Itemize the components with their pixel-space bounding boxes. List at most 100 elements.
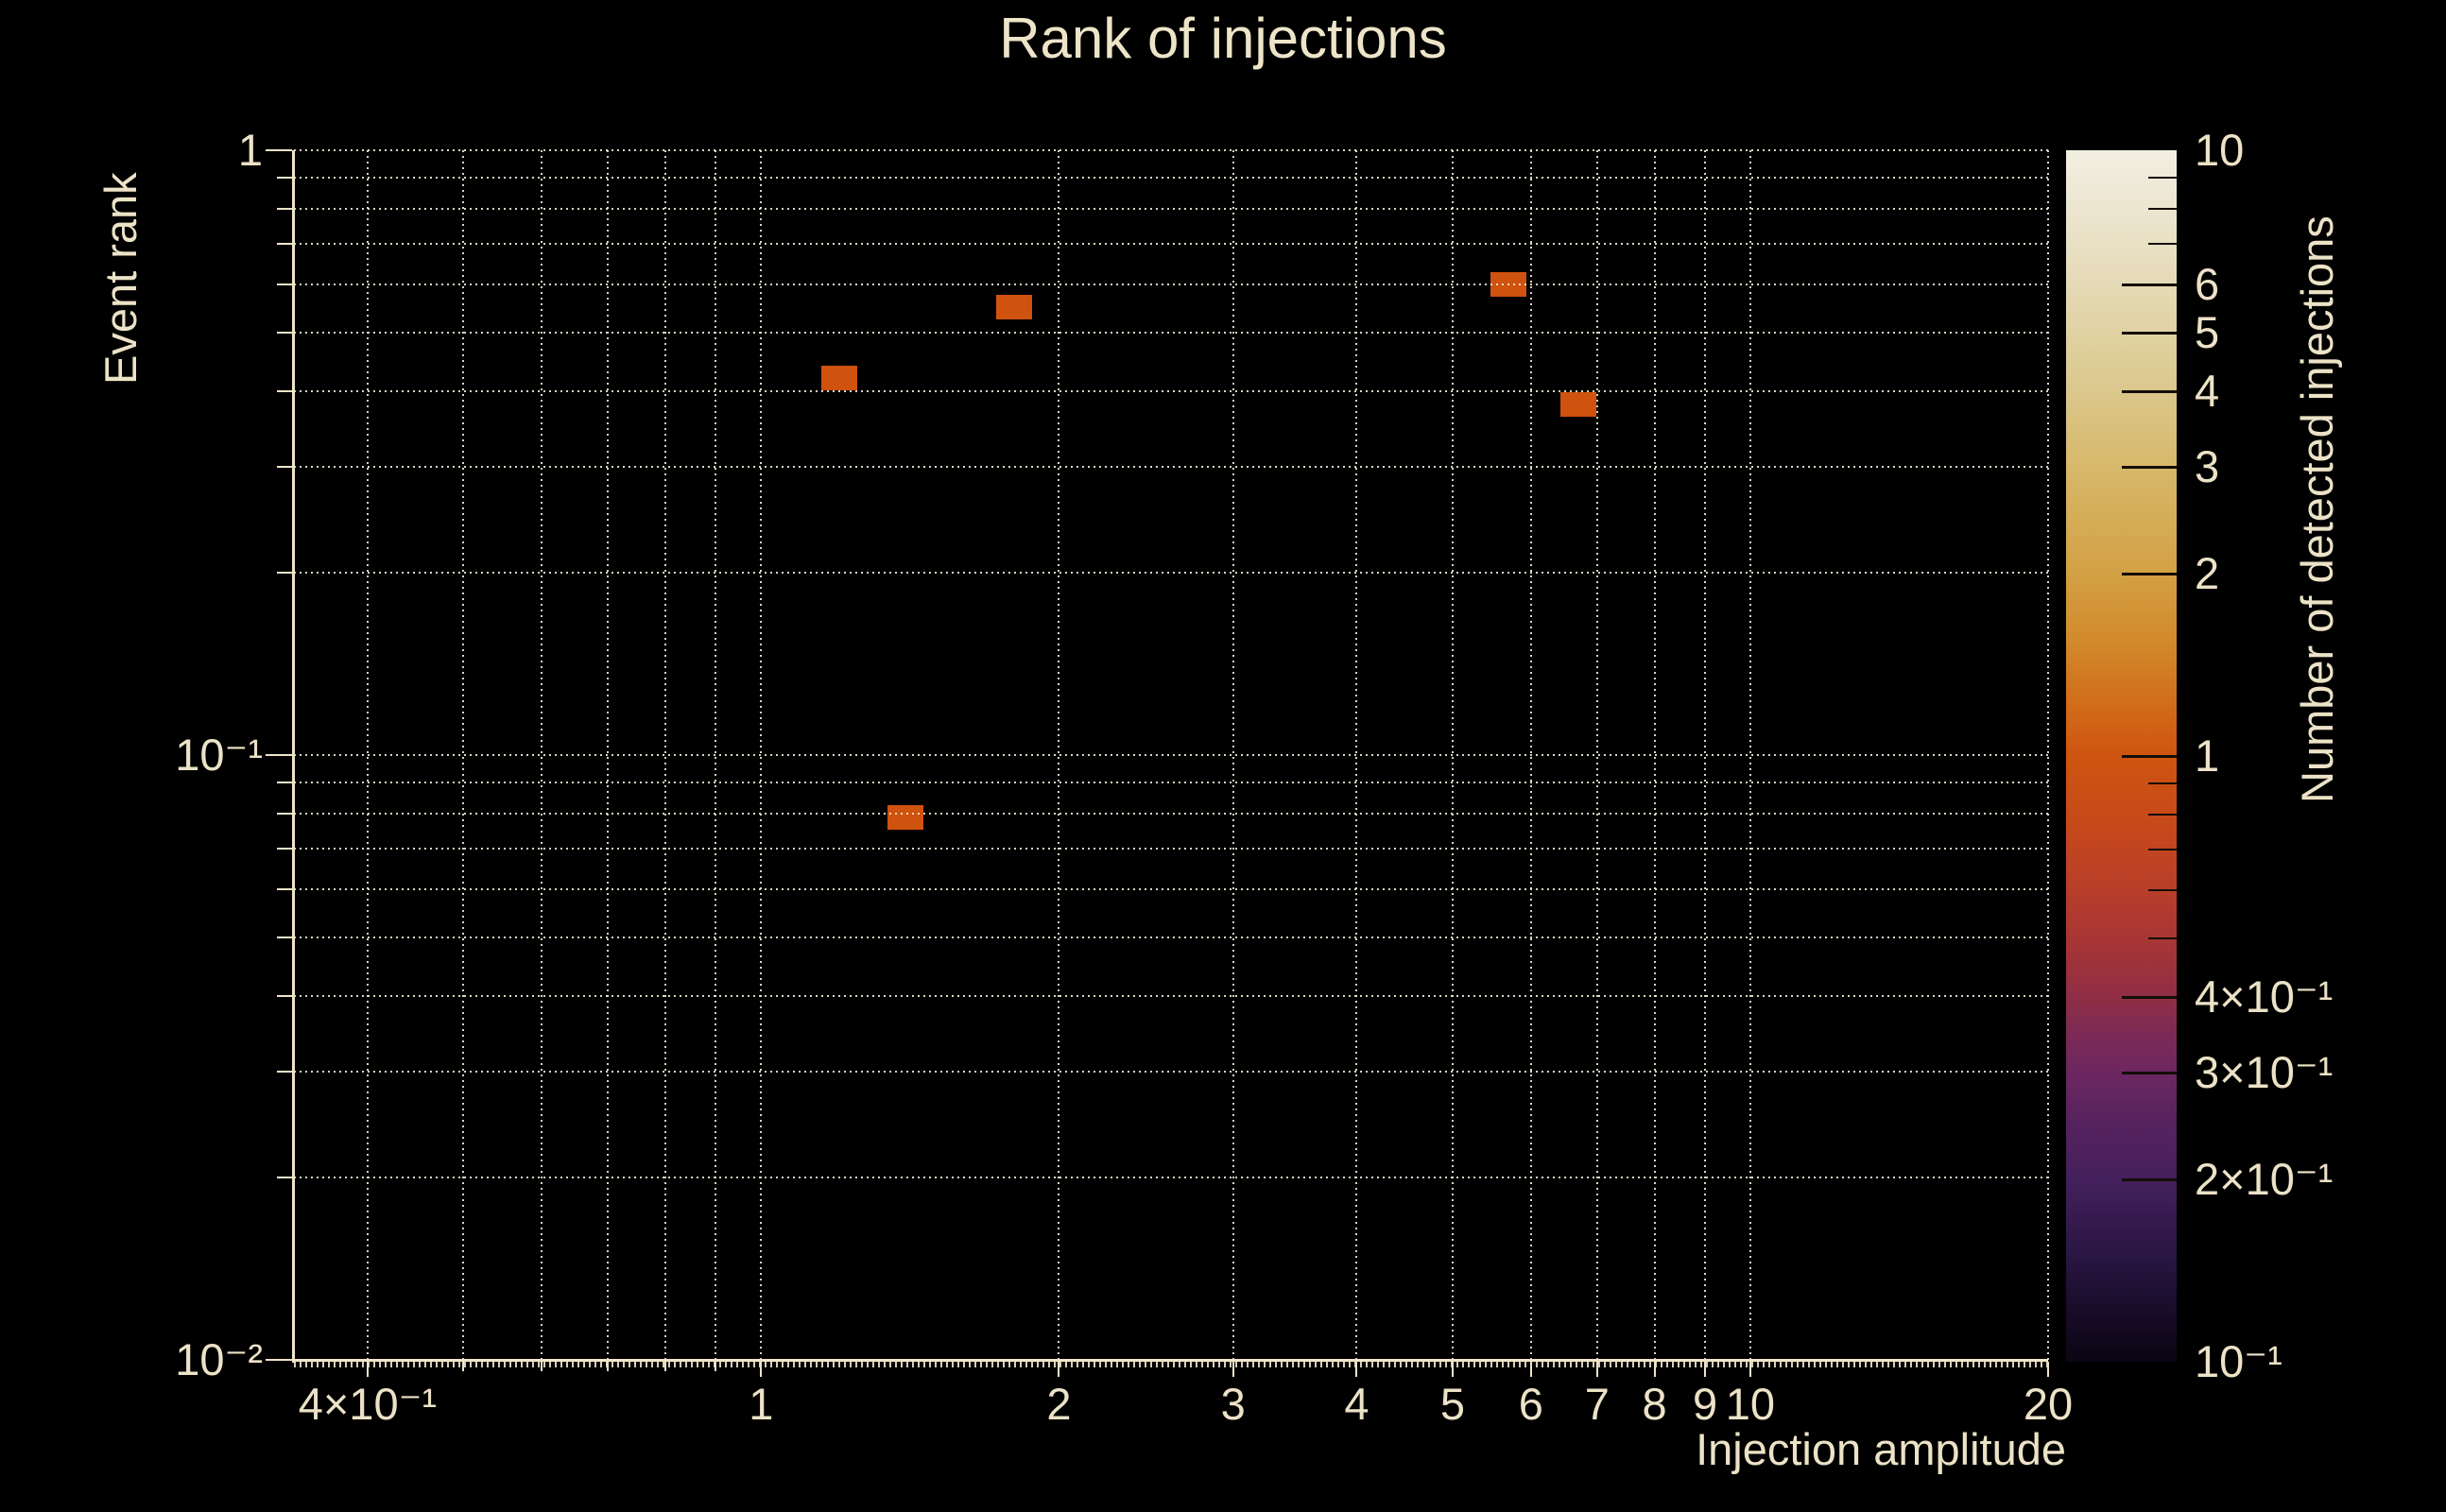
x-gridline [1653,150,1656,1360]
y-gridline [294,243,2048,246]
y-gridline [294,331,2048,334]
y-gridline [294,283,2048,285]
data-bin [995,295,1032,320]
x-major-tick [1595,1362,1598,1377]
colorbar-minor-tick [2148,208,2177,211]
x-tick-label: 8 [1642,1379,1667,1429]
x-major-tick [366,1362,369,1377]
x-gridline [760,150,763,1360]
y-gridline [294,177,2048,180]
x-gridline [366,150,369,1360]
x-major-tick [1653,1362,1656,1377]
y-gridline [294,389,2048,392]
y-gridline [294,936,2048,938]
y-tick [277,177,292,180]
x-tick [715,1362,717,1371]
colorbar-tick-label: 2×10⁻¹ [2195,1154,2334,1205]
x-tick [541,1362,543,1371]
x-major-tick [1748,1362,1751,1377]
y-tick [277,813,292,816]
colorbar-major-tick [2122,466,2177,470]
y-gridline [294,813,2048,816]
y-tick-label: 10⁻¹ [175,730,263,780]
x-tick [607,1362,610,1371]
colorbar-major-tick [2122,1178,2177,1182]
x-tick-label: 4 [1344,1379,1369,1429]
x-tick-label: 2 [1046,1379,1072,1429]
colorbar-tick-label: 3×10⁻¹ [2195,1047,2334,1098]
chart-title: Rank of injections [999,7,1447,70]
data-bin [1559,391,1596,417]
x-tick-label: 3 [1220,1379,1246,1429]
colorbar-minor-tick [2148,814,2177,816]
x-major-tick [2047,1362,2049,1377]
colorbar-major-tick [2122,284,2177,287]
colorbar-major-tick [2122,390,2177,394]
y-tick [277,1177,292,1179]
colorbar-minor-tick [2148,243,2177,246]
x-major-tick [1451,1362,1454,1377]
y-axis-label: Event rank [95,172,146,385]
colorbar-minor-tick [2148,936,2177,939]
x-gridline [1451,150,1454,1360]
x-tick-label: 10 [1725,1379,1776,1429]
y-gridline [294,754,2048,756]
x-gridline [1355,150,1358,1360]
y-gridline [294,572,2048,575]
colorbar-minor-tick [2148,889,2177,892]
y-tick [277,283,292,285]
x-tick-label: 4×10⁻¹ [298,1379,438,1429]
colorbar-tick-label: 4 [2195,366,2220,417]
y-gridline [294,1177,2048,1179]
x-tick-label: 9 [1692,1379,1718,1429]
colorbar-minor-tick [2148,849,2177,851]
x-minor-ticks [294,1362,2048,1367]
x-gridline [1529,150,1532,1360]
y-gridline [294,1070,2048,1073]
y-gridline [294,208,2048,211]
x-gridline [1748,150,1751,1360]
colorbar-tick-label: 10 [2195,125,2245,175]
colorbar-minor-tick [2148,782,2177,785]
colorbar-tick-label: 2 [2195,548,2220,599]
y-tick [277,782,292,784]
x-gridline [1595,150,1598,1360]
x-gridline [1058,150,1060,1360]
x-tick-label: 5 [1439,1379,1465,1429]
x-tick-label: 7 [1584,1379,1610,1429]
x-gridline [715,150,717,1360]
y-gridline [294,994,2048,997]
colorbar-major-tick [2122,573,2177,576]
x-major-tick [760,1362,763,1377]
y-gridline [294,887,2048,890]
x-gridline [663,150,666,1360]
colorbar-major-tick [2122,331,2177,335]
colorbar-tick-label: 10⁻¹ [2195,1336,2282,1386]
y-gridline [294,149,2048,151]
y-tick [277,572,292,575]
y-tick-label: 1 [237,125,263,175]
x-major-tick [1232,1362,1234,1377]
y-tick [277,848,292,850]
colorbar-tick-label: 5 [2195,306,2220,357]
data-bin [821,366,858,391]
x-tick [462,1362,465,1371]
y-tick [277,331,292,334]
colorbar-minor-tick [2148,177,2177,180]
colorbar-tick-label: 6 [2195,259,2220,310]
y-tick [277,465,292,468]
x-gridline [1232,150,1234,1360]
x-tick-label: 6 [1518,1379,1543,1429]
x-axis-label: Injection amplitude [1696,1424,2066,1474]
y-major-tick [266,149,292,151]
x-gridline [1704,150,1707,1360]
y-tick [277,887,292,890]
x-tick-label: 1 [749,1379,774,1429]
x-gridline [541,150,543,1360]
colorbar-tick-label: 3 [2195,441,2220,492]
y-gridline [294,465,2048,468]
x-tick [663,1362,666,1371]
y-axis-spine [292,150,295,1363]
x-gridline [462,150,465,1360]
